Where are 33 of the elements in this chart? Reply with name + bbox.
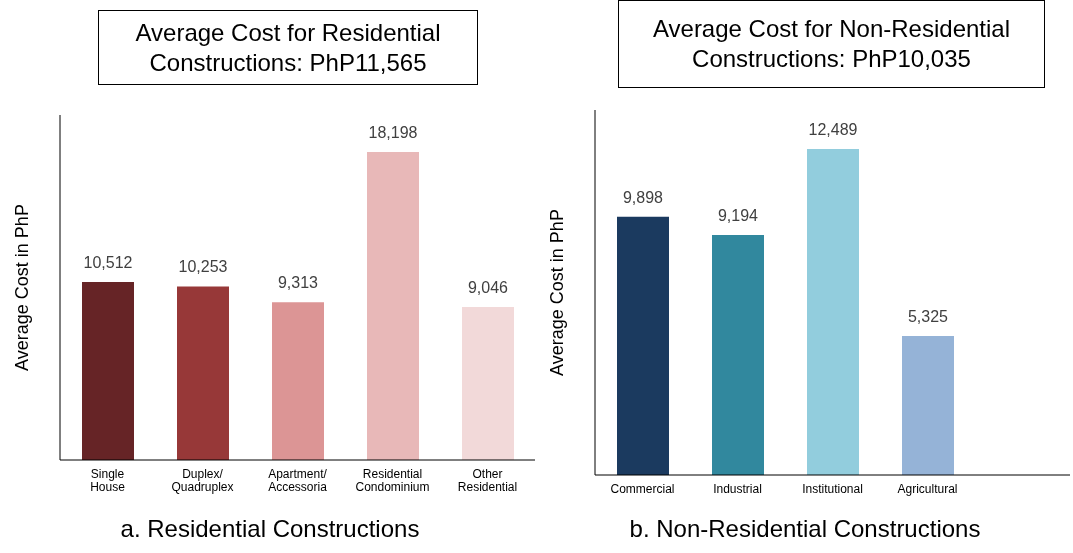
data-label: 9,313 bbox=[277, 274, 319, 292]
data-label: 18,198 bbox=[368, 123, 418, 141]
y-axis-title: Average Cost in PhP bbox=[547, 209, 568, 376]
x-tick-label: Other Residential bbox=[457, 467, 518, 494]
data-label: 12,489 bbox=[808, 121, 858, 139]
data-label: 9,046 bbox=[467, 278, 509, 296]
bar bbox=[902, 336, 954, 475]
text: b. Non-Residential Constructions bbox=[628, 515, 982, 543]
chart-title: Average Cost for Non-Residential Constructions: PhP10,035 bbox=[618, 0, 1045, 88]
data-label: 10,512 bbox=[83, 254, 133, 272]
x-tick-label: Industrial bbox=[713, 482, 762, 496]
x-tick-label: Commercial bbox=[610, 482, 675, 496]
bar bbox=[712, 235, 764, 475]
x-tick-label: Residential Condominium bbox=[355, 467, 430, 494]
bar bbox=[617, 216, 669, 475]
bar bbox=[272, 302, 324, 460]
data-label: 10,253 bbox=[178, 258, 228, 276]
bar bbox=[82, 282, 134, 460]
text: a. Residential Constructions bbox=[119, 515, 421, 543]
chart-title: Average Cost for Residential Constructions: PhP11,565 bbox=[98, 10, 478, 85]
x-tick-label: Duplex/ Quadruplex bbox=[171, 467, 234, 494]
bar bbox=[807, 149, 859, 475]
data-label: 5,325 bbox=[907, 308, 949, 326]
x-tick-label: Agricultural bbox=[897, 482, 958, 496]
x-tick-label: Apartment/ Accessoria bbox=[268, 467, 328, 494]
bar bbox=[367, 151, 419, 460]
bar bbox=[462, 306, 514, 460]
x-tick-label: Institutional bbox=[802, 482, 863, 496]
data-label: 9,898 bbox=[622, 188, 664, 206]
data-label: 9,194 bbox=[717, 207, 759, 225]
x-tick-label: Single House bbox=[90, 467, 126, 494]
y-axis-title: Average Cost in PhP bbox=[12, 204, 33, 371]
bar bbox=[177, 286, 229, 460]
